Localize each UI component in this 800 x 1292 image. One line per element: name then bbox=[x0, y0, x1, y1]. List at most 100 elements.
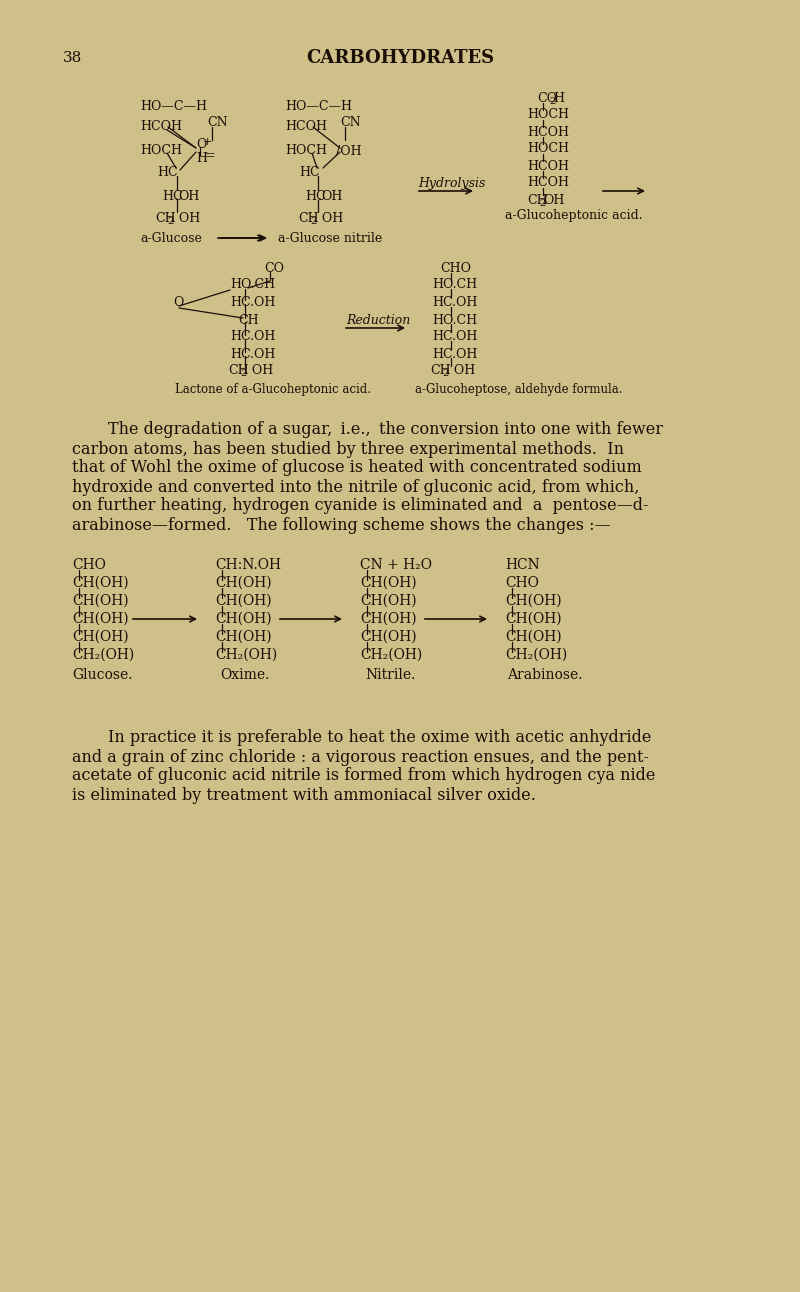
Text: CH(OH): CH(OH) bbox=[505, 594, 562, 609]
Text: HCOH: HCOH bbox=[527, 125, 569, 138]
Text: arabinose—formed.   The following scheme shows the changes :—: arabinose—formed. The following scheme s… bbox=[72, 517, 610, 534]
Text: CN: CN bbox=[340, 115, 361, 128]
Text: CH:N.OH: CH:N.OH bbox=[215, 558, 281, 572]
Text: CHO: CHO bbox=[440, 261, 471, 274]
Text: HC: HC bbox=[158, 167, 178, 180]
Text: CH: CH bbox=[527, 194, 548, 207]
Text: HCOH: HCOH bbox=[527, 159, 569, 173]
Text: CH: CH bbox=[228, 364, 249, 377]
Text: CH(OH): CH(OH) bbox=[72, 594, 129, 609]
Text: CH(OH): CH(OH) bbox=[215, 594, 272, 609]
Text: on further heating, hydrogen cyanide is eliminated and  a  pentose—d-: on further heating, hydrogen cyanide is … bbox=[72, 497, 649, 514]
Text: a-Glucose nitrile: a-Glucose nitrile bbox=[278, 231, 382, 244]
Text: CH: CH bbox=[155, 212, 176, 225]
Text: HC: HC bbox=[305, 190, 326, 204]
Text: CH₂(OH): CH₂(OH) bbox=[505, 649, 567, 662]
Text: HO.CH: HO.CH bbox=[432, 279, 477, 292]
Text: HCOH: HCOH bbox=[140, 120, 182, 133]
Text: 2: 2 bbox=[167, 217, 174, 226]
Text: HO.CH: HO.CH bbox=[432, 314, 477, 327]
Text: CH(OH): CH(OH) bbox=[72, 630, 129, 643]
Text: acetate of gluconic acid nitrile is formed from which hydrogen cya nide: acetate of gluconic acid nitrile is form… bbox=[72, 767, 655, 784]
Text: HO—C—H: HO—C—H bbox=[140, 101, 207, 114]
Text: HC: HC bbox=[300, 167, 320, 180]
Text: CO: CO bbox=[537, 92, 557, 105]
Text: . OH: . OH bbox=[446, 364, 475, 377]
Text: CN: CN bbox=[207, 115, 228, 128]
Text: CH(OH): CH(OH) bbox=[215, 576, 272, 590]
Text: /OH: /OH bbox=[336, 146, 362, 159]
Text: HCN: HCN bbox=[505, 558, 540, 572]
Text: 2: 2 bbox=[240, 370, 246, 379]
Text: . OH: . OH bbox=[244, 364, 274, 377]
Text: CH(OH): CH(OH) bbox=[72, 612, 129, 627]
Text: Arabinose.: Arabinose. bbox=[507, 668, 582, 682]
Text: CH(OH): CH(OH) bbox=[505, 630, 562, 643]
Text: CHO: CHO bbox=[505, 576, 539, 590]
Text: HC.OH: HC.OH bbox=[230, 348, 275, 360]
Text: is eliminated by treatment with ammoniacal silver oxide.: is eliminated by treatment with ammoniac… bbox=[72, 787, 536, 804]
Text: CH: CH bbox=[430, 364, 450, 377]
Text: The degradation of a sugar,  i.e.,  the conversion into one with fewer: The degradation of a sugar, i.e., the co… bbox=[108, 421, 663, 438]
Text: CH: CH bbox=[298, 212, 318, 225]
Text: OH: OH bbox=[178, 190, 199, 204]
Text: HC.OH: HC.OH bbox=[432, 331, 478, 344]
Text: CH₂(OH): CH₂(OH) bbox=[72, 649, 134, 662]
Text: Glucose.: Glucose. bbox=[72, 668, 133, 682]
Text: that of Wohl the oxime of glucose is heated with concentrated sodium: that of Wohl the oxime of glucose is hea… bbox=[72, 460, 642, 477]
Text: O: O bbox=[196, 138, 206, 151]
Text: HC: HC bbox=[162, 190, 182, 204]
Text: CH₂(OH): CH₂(OH) bbox=[215, 649, 278, 662]
Text: HOCH: HOCH bbox=[527, 109, 569, 121]
Text: . OH: . OH bbox=[171, 212, 200, 225]
Text: HOCH: HOCH bbox=[527, 142, 569, 155]
Text: HC.OH: HC.OH bbox=[230, 331, 275, 344]
Text: HC.OH: HC.OH bbox=[432, 348, 478, 360]
Text: CH(OH): CH(OH) bbox=[360, 576, 417, 590]
Text: CH₂(OH): CH₂(OH) bbox=[360, 649, 422, 662]
Text: OH: OH bbox=[321, 190, 342, 204]
Text: HOCH: HOCH bbox=[140, 143, 182, 156]
Text: CH(OH): CH(OH) bbox=[360, 630, 417, 643]
Text: 38: 38 bbox=[63, 50, 82, 65]
Text: hydroxide and converted into the nitrile of gluconic acid, from which,: hydroxide and converted into the nitrile… bbox=[72, 478, 639, 496]
Text: OH: OH bbox=[543, 194, 564, 207]
Text: 2: 2 bbox=[549, 97, 555, 106]
Text: In practice it is preferable to heat the oxime with acetic anhydride: In practice it is preferable to heat the… bbox=[108, 730, 651, 747]
Text: +: + bbox=[203, 137, 212, 147]
Text: CH(OH): CH(OH) bbox=[72, 576, 129, 590]
Text: a-Glucoheptose, aldehyde formula.: a-Glucoheptose, aldehyde formula. bbox=[415, 384, 622, 397]
Text: HC.OH: HC.OH bbox=[230, 296, 275, 309]
Text: Oxime.: Oxime. bbox=[220, 668, 270, 682]
Text: CH(OH): CH(OH) bbox=[505, 612, 562, 627]
Text: CHO: CHO bbox=[72, 558, 106, 572]
Text: CH(OH): CH(OH) bbox=[215, 612, 272, 627]
Text: HCOH: HCOH bbox=[285, 120, 327, 133]
Text: O: O bbox=[173, 296, 183, 310]
Text: CARBOHYDRATES: CARBOHYDRATES bbox=[306, 49, 494, 67]
Text: HO.CH: HO.CH bbox=[230, 279, 275, 292]
Text: HO—C—H: HO—C—H bbox=[285, 101, 352, 114]
Text: CH(OH): CH(OH) bbox=[360, 594, 417, 609]
Text: 2: 2 bbox=[442, 370, 448, 379]
Text: Nitrile.: Nitrile. bbox=[365, 668, 415, 682]
Text: CH(OH): CH(OH) bbox=[360, 612, 417, 627]
Text: a-Glucoheptonic acid.: a-Glucoheptonic acid. bbox=[505, 208, 642, 221]
Text: carbon atoms, has been studied by three experimental methods.  In: carbon atoms, has been studied by three … bbox=[72, 441, 624, 457]
Text: =: = bbox=[205, 150, 216, 163]
Text: . OH: . OH bbox=[314, 212, 343, 225]
Text: .: . bbox=[318, 190, 322, 204]
Text: HCOH: HCOH bbox=[527, 177, 569, 190]
Text: CO: CO bbox=[264, 261, 284, 274]
Text: a-Glucose: a-Glucose bbox=[140, 231, 202, 244]
Text: Reduction: Reduction bbox=[346, 314, 410, 327]
Text: 2: 2 bbox=[310, 217, 316, 226]
Text: and a grain of zinc chloride : a vigorous reaction ensues, and the pent-: and a grain of zinc chloride : a vigorou… bbox=[72, 748, 649, 765]
Text: Lactone of a-Glucoheptonic acid.: Lactone of a-Glucoheptonic acid. bbox=[175, 384, 371, 397]
Text: HC.OH: HC.OH bbox=[432, 296, 478, 310]
Text: CN + H₂O: CN + H₂O bbox=[360, 558, 432, 572]
Text: HOCH: HOCH bbox=[285, 143, 327, 156]
Text: CH: CH bbox=[238, 314, 258, 327]
Text: CH(OH): CH(OH) bbox=[215, 630, 272, 643]
Text: 2: 2 bbox=[539, 199, 546, 208]
